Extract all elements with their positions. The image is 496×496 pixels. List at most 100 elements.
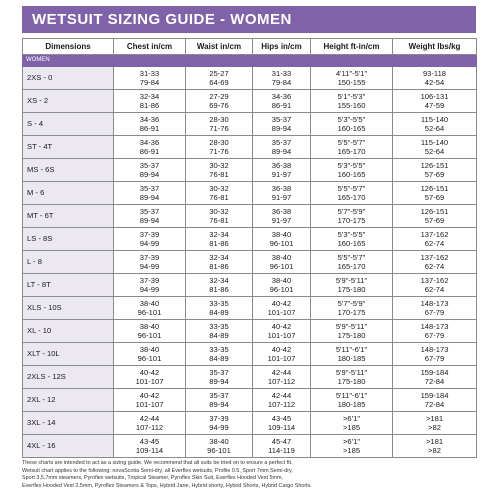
measure-cell: 137-162 62-74: [392, 273, 477, 297]
measure-cell: 32-34 81-86: [185, 227, 253, 251]
measure-line: 109-114: [135, 446, 164, 455]
measure-line: 5'7"-5'9": [337, 298, 366, 308]
size-row: S - 4 34-36 86-91 28-30 71-76 35-37 89-94 5'3"-…: [22, 112, 477, 136]
measure-line: 38-40: [271, 252, 292, 262]
measure-line: 31-33: [271, 68, 292, 78]
measure-line: 165-170: [337, 147, 366, 156]
measure-line: 107-112: [267, 377, 296, 386]
measure-cell: 25-27 64-69: [185, 66, 253, 90]
footer-line: These charts are intended to act as a si…: [22, 460, 293, 466]
measure-line: 37-39: [139, 229, 160, 239]
measure-line: 89-94: [271, 147, 292, 156]
measure-line: 35-37: [271, 137, 292, 147]
measure-line: 38-40: [271, 275, 292, 285]
measure-line: 36-38: [271, 183, 292, 193]
measure-line: 52-64: [424, 124, 445, 133]
measure-line: 76-81: [209, 216, 229, 225]
measure-cell: 159-184 72-84: [392, 365, 477, 389]
measure-line: 5'1"-5'3": [337, 91, 366, 101]
measure-line: 69-76: [209, 101, 229, 110]
measure-cell: >6'1" >185: [310, 411, 393, 435]
measure-cell: 5'5"-5'7" 165-170: [310, 181, 393, 205]
measure-cell: 37-39 94-99: [113, 250, 186, 274]
measure-cell: 148-173 67-79: [392, 319, 477, 343]
measure-line: 37-39: [209, 413, 229, 423]
measure-line: >82: [428, 446, 441, 455]
measure-line: 40-42: [139, 390, 160, 400]
measure-cell: 5'3"-5'5" 160-165: [310, 158, 393, 182]
measure-cell: 40-42 101-107: [252, 296, 311, 320]
measure-line: 137-162: [420, 229, 449, 239]
measure-line: 76-81: [209, 193, 229, 202]
measure-line: 71-76: [209, 124, 229, 133]
measure-line: >181: [425, 436, 444, 446]
size-row: 2XS - 0 31-33 79-84 25-27 64-69 31-33 79-84 4'1…: [22, 66, 477, 90]
measure-line: 175-180: [337, 331, 366, 340]
size-label: M - 6: [22, 181, 114, 205]
measure-line: 5'9"-5'11": [335, 367, 368, 377]
size-label: XLS - 10S: [22, 296, 114, 320]
measure-cell: 34-36 86-91: [113, 112, 186, 136]
measure-line: 28-30: [209, 137, 229, 147]
measure-cell: 42-44 107-112: [113, 411, 186, 435]
measure-line: 38-40: [139, 344, 160, 354]
measure-line: 101-107: [267, 331, 296, 340]
measure-cell: 28-30 71-76: [185, 135, 253, 159]
measure-line: 42-44: [271, 367, 292, 377]
measure-line: 5'11"-6'1": [335, 390, 368, 400]
measure-cell: 36-38 91-97: [252, 204, 311, 228]
measure-line: 107-112: [135, 423, 164, 432]
measure-cell: 5'1"-5'3" 155-160: [310, 89, 393, 113]
measure-cell: 37-39 94-99: [113, 273, 186, 297]
measure-line: 52-64: [424, 147, 445, 156]
measure-line: 34-36: [271, 91, 292, 101]
measure-cell: 4'11"-5'1" 150-155: [310, 66, 393, 90]
measure-line: 32-34: [139, 91, 160, 101]
measure-line: 96-101: [137, 308, 162, 317]
table-body: WOMEN 2XS - 0 31-33 79-84 25-27 64-69 31-33 79-…: [22, 54, 477, 458]
measure-cell: 43-45 109-114: [252, 411, 311, 435]
size-row: MT - 6T 35-37 89-94 30-32 76-81 36-38 91-97 5'7…: [22, 204, 477, 228]
size-row: ST - 4T 34-36 86-91 28-30 71-76 35-37 89-94 5'5…: [22, 135, 477, 159]
measure-cell: 30-32 76-81: [185, 181, 253, 205]
measure-line: 72-84: [424, 400, 445, 409]
measure-line: 71-76: [209, 147, 229, 156]
measure-line: 38-40: [139, 298, 160, 308]
measure-line: 76-81: [209, 170, 229, 179]
measure-line: 34-36: [139, 114, 160, 124]
measure-line: 35-37: [209, 390, 229, 400]
measure-cell: >181 >82: [392, 434, 477, 458]
measure-line: 91-97: [271, 193, 292, 202]
measure-line: >181: [425, 413, 444, 423]
measure-line: 5'9"-5'11": [335, 321, 368, 331]
measure-line: 126-151: [420, 206, 449, 216]
measure-line: 107-112: [267, 400, 296, 409]
measure-line: 79-84: [271, 78, 292, 87]
measure-line: 31-33: [139, 68, 160, 78]
sizing-table: Dimensions Chest in/cm Waist in/cm Hips in/…: [22, 38, 477, 458]
measure-line: 72-84: [424, 377, 445, 386]
measure-line: 62-74: [424, 262, 445, 271]
measure-cell: 32-34 81-86: [185, 273, 253, 297]
size-row: 2XL - 12 40-42 101-107 35-37 89-94 42-44 107-1…: [22, 388, 477, 412]
size-row: LT - 8T 37-39 94-99 32-34 81-86 38-40 96-101 5'…: [22, 273, 477, 297]
measure-line: 32-34: [209, 275, 229, 285]
measure-line: 28-30: [209, 114, 229, 124]
measure-line: 57-69: [424, 170, 445, 179]
measure-line: 5'11"-6'1": [335, 344, 368, 354]
measure-cell: 38-40 96-101: [113, 342, 186, 366]
measure-line: 165-170: [337, 262, 366, 271]
measure-cell: 5'9"-5'11" 175-180: [310, 273, 393, 297]
measure-cell: 5'3"-5'5" 160-165: [310, 112, 393, 136]
measure-line: 101-107: [135, 377, 164, 386]
column-header: Dimensions: [22, 38, 114, 55]
column-header: Chest in/cm: [113, 38, 186, 55]
size-row: XLT - 10L 38-40 96-101 33-35 84-89 40-42 101-1…: [22, 342, 477, 366]
measure-cell: 33-35 84-89: [185, 342, 253, 366]
measure-line: 148-173: [420, 321, 449, 331]
measure-line: 180-185: [337, 354, 366, 363]
size-row: MS - 6S 35-37 89-94 30-32 76-81 36-38 91-97 5'3…: [22, 158, 477, 182]
measure-line: 67-79: [424, 308, 445, 317]
measure-line: 89-94: [271, 124, 292, 133]
